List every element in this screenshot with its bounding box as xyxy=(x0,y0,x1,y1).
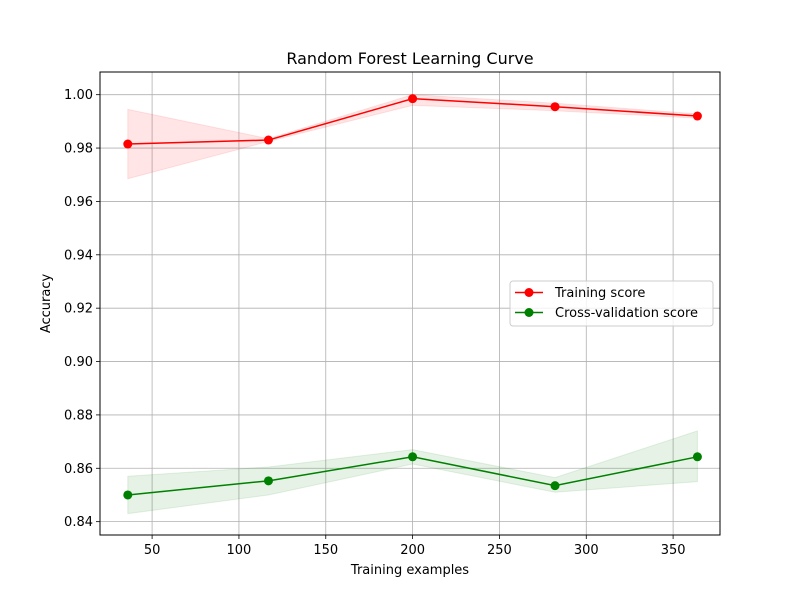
legend-box xyxy=(509,280,714,327)
y-tick-label: 0.96 xyxy=(64,195,93,210)
plot-frame xyxy=(99,71,721,536)
legend-label-cross-validation: Cross-validation score xyxy=(555,306,698,321)
y-tick-label: 0.90 xyxy=(64,355,93,370)
x-tick-label: 250 xyxy=(487,543,512,558)
x-tick-label: 150 xyxy=(313,543,338,558)
x-axis-label: Training examples xyxy=(350,563,469,578)
x-tick-label: 200 xyxy=(400,543,425,558)
x-tick-label: 300 xyxy=(574,543,599,558)
point-training xyxy=(263,135,273,145)
y-tick-label: 0.88 xyxy=(64,408,93,423)
point-cross-validation xyxy=(123,490,133,500)
y-axis-label: Accuracy xyxy=(39,274,54,334)
point-training xyxy=(408,94,418,104)
point-training xyxy=(550,102,560,112)
legend: Training score Cross-validation score xyxy=(509,280,714,327)
y-tick-label: 0.98 xyxy=(64,142,93,157)
y-tick-label: 0.86 xyxy=(64,462,93,477)
y-tick-label: 0.92 xyxy=(64,302,93,317)
chart-title: Random Forest Learning Curve xyxy=(286,49,533,68)
point-cross-validation xyxy=(408,452,418,462)
y-tick-label: 0.84 xyxy=(64,515,93,530)
point-training xyxy=(692,111,702,121)
legend-label-training: Training score xyxy=(554,286,645,301)
x-tick-label: 100 xyxy=(227,543,252,558)
series-markers xyxy=(123,94,702,500)
y-tick-label: 1.00 xyxy=(64,88,93,103)
point-training xyxy=(123,139,133,149)
axis-ticks: 50 100 150 200 250 300 350 0.84 0.86 0.88 0.90 0.92… xyxy=(64,88,685,558)
y-tick-label: 0.94 xyxy=(64,248,93,263)
band-cross-validation xyxy=(127,430,698,515)
x-tick-label: 50 xyxy=(144,543,161,558)
x-tick-label: 350 xyxy=(661,543,686,558)
point-cross-validation xyxy=(550,481,560,491)
point-cross-validation xyxy=(263,476,273,486)
point-cross-validation xyxy=(692,452,702,462)
legend-marker-training xyxy=(524,288,534,297)
legend-marker-cross-validation xyxy=(524,308,534,317)
